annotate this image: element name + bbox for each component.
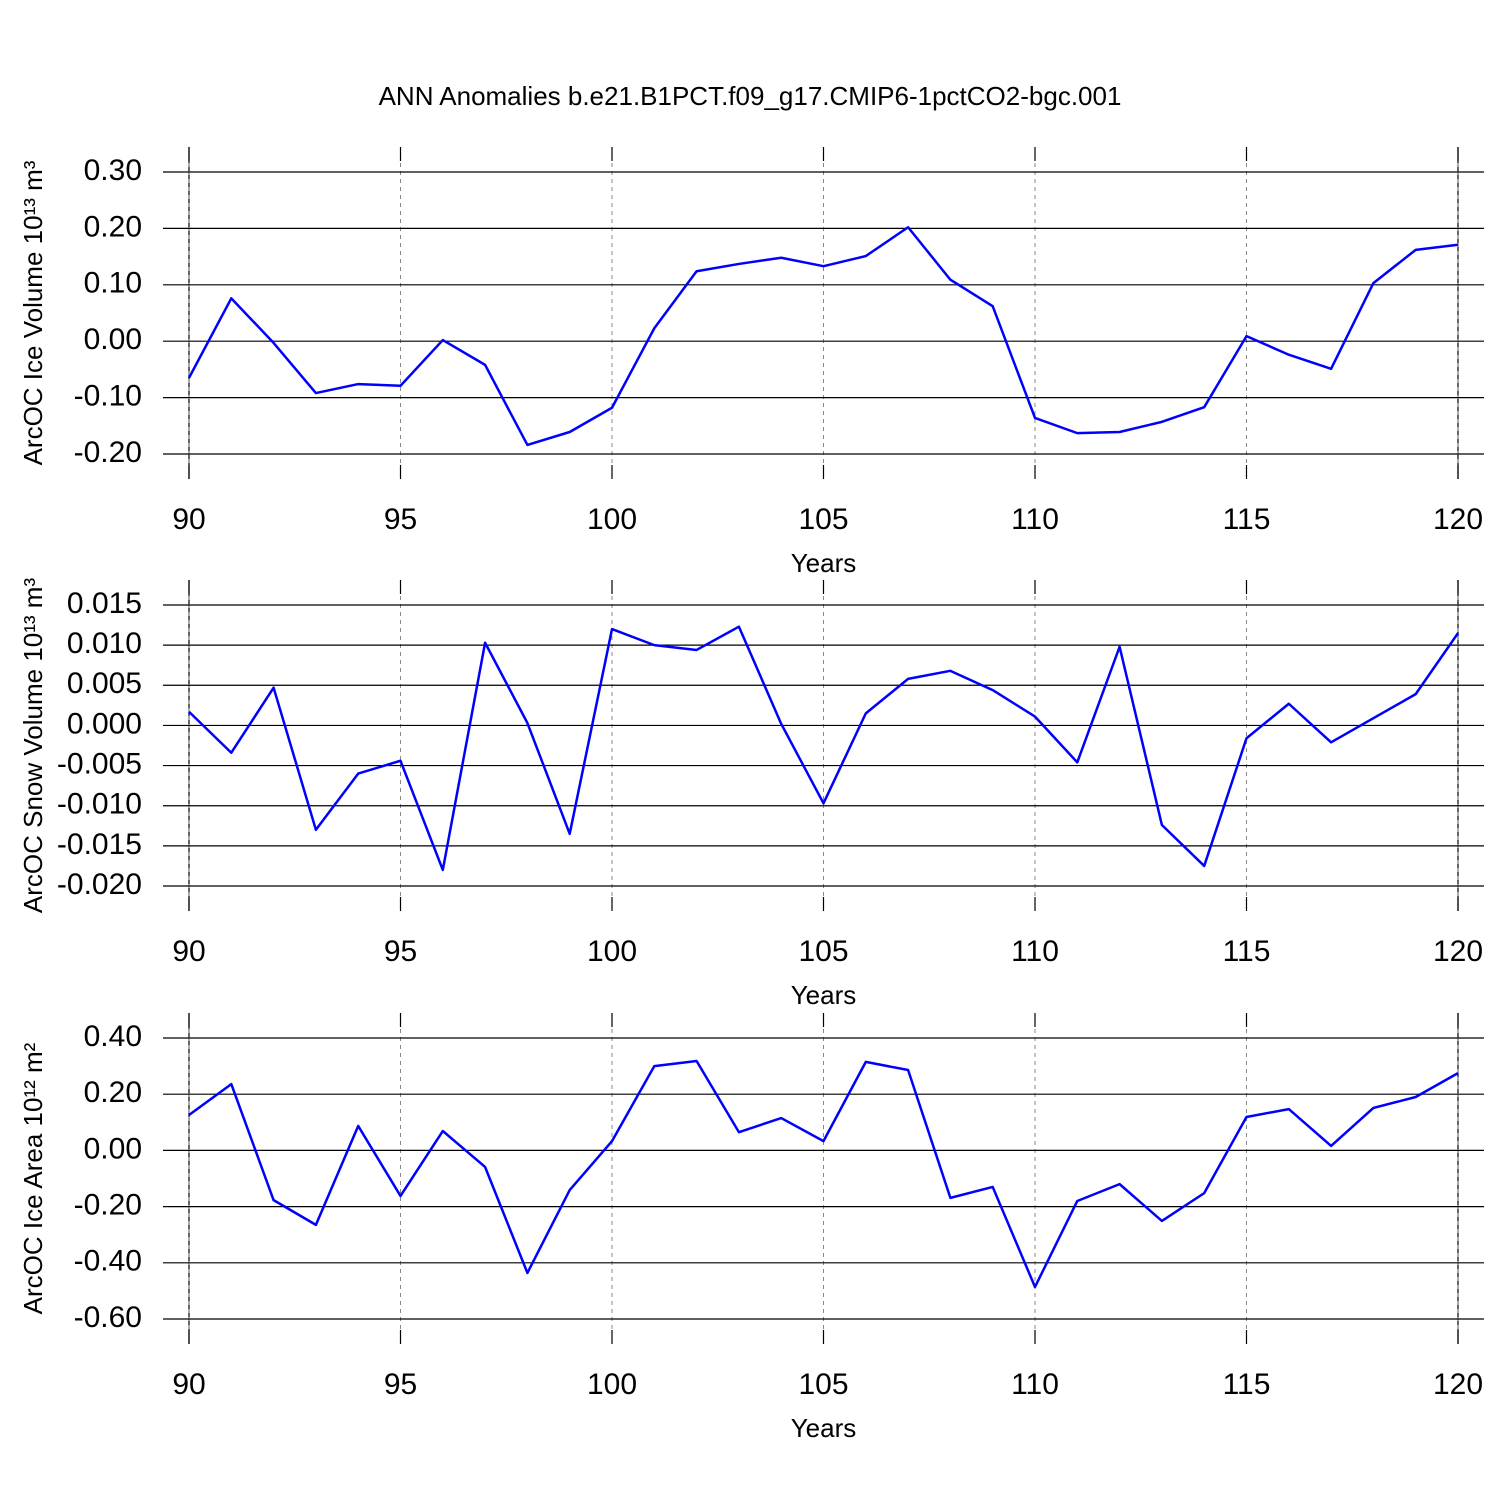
x-tick-label: 95: [384, 935, 417, 968]
y-tick-label: -0.015: [57, 828, 142, 861]
y-tick-label: 0.00: [84, 323, 142, 356]
x-axis-label: Years: [791, 980, 857, 1010]
x-tick-label: 115: [1223, 503, 1271, 536]
y-tick-label: 0.10: [84, 267, 142, 300]
data-line: [188, 625, 1460, 872]
y-tick-label: 0.015: [67, 587, 142, 620]
y-tick-label: -0.20: [74, 436, 142, 469]
y-tick-label: 0.010: [67, 627, 142, 660]
y-tick-label: -0.60: [74, 1301, 142, 1334]
y-tick-label: 0.00: [84, 1132, 142, 1165]
x-tick-label: 90: [172, 1368, 205, 1401]
x-tick-label: 105: [798, 1368, 848, 1401]
data-line: [188, 1059, 1459, 1289]
x-tick-label: 120: [1433, 503, 1483, 536]
y-axis-label: ArcOC Ice Volume 10¹³ m³: [18, 160, 48, 465]
x-tick-label: 115: [1223, 1368, 1271, 1401]
y-tick-label: 0.20: [84, 210, 142, 243]
y-tick-label: -0.10: [74, 380, 142, 413]
y-tick-label: -0.005: [57, 747, 142, 780]
x-tick-label: 105: [798, 935, 848, 968]
y-tick-label: 0.20: [84, 1076, 142, 1109]
x-tick-label: 100: [587, 1368, 637, 1401]
x-tick-label: 90: [172, 503, 205, 536]
x-tick-label: 95: [384, 1368, 417, 1401]
y-axis-label: ArcOC Snow Volume 10¹³ m³: [18, 578, 48, 914]
x-tick-label: 110: [1011, 1368, 1059, 1401]
y-tick-label: 0.005: [67, 667, 142, 700]
y-tick-label: -0.40: [74, 1245, 142, 1278]
x-tick-label: 100: [587, 935, 637, 968]
x-tick-label: 120: [1433, 1368, 1483, 1401]
x-axis-label: Years: [791, 1413, 857, 1443]
x-tick-label: 95: [384, 503, 417, 536]
x-tick-label: 100: [587, 503, 637, 536]
data-line: [187, 226, 1459, 447]
x-tick-label: 110: [1011, 503, 1059, 536]
x-tick-label: 105: [798, 503, 848, 536]
y-tick-label: 0.000: [67, 707, 142, 740]
y-tick-label: 0.40: [84, 1020, 142, 1053]
x-tick-label: 90: [172, 935, 205, 968]
x-tick-label: 115: [1223, 935, 1271, 968]
x-axis-label: Years: [791, 548, 857, 578]
chart-title: ANN Anomalies b.e21.B1PCT.f09_g17.CMIP6-…: [379, 81, 1122, 111]
y-axis-label: ArcOC Ice Area 10¹² m²: [18, 1042, 48, 1314]
y-tick-label: -0.010: [57, 788, 142, 821]
y-tick-label: -0.020: [57, 868, 142, 901]
x-tick-label: 120: [1433, 935, 1483, 968]
y-tick-label: -0.20: [74, 1189, 142, 1222]
x-tick-label: 110: [1011, 935, 1059, 968]
y-tick-label: 0.30: [84, 154, 142, 187]
